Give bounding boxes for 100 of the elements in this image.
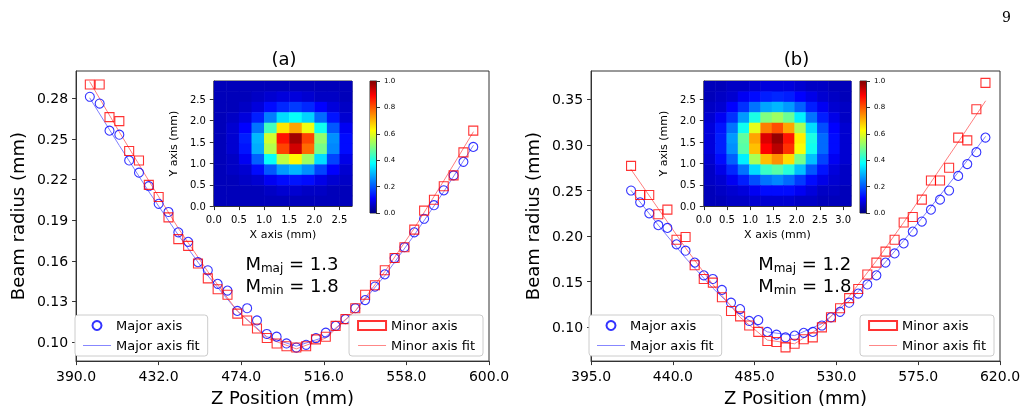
point [379, 269, 390, 280]
y-tick-label: 2.0 [679, 115, 696, 127]
point [735, 311, 746, 322]
y-tick-label: 0.10 [36, 334, 69, 351]
chart-title: (a) [271, 47, 297, 69]
point [789, 338, 800, 349]
point [725, 297, 737, 308]
point [871, 257, 882, 268]
point [114, 129, 125, 140]
x-axis-title: Z Position (mm) [724, 386, 868, 408]
point [771, 336, 782, 347]
y-tick-label: 0.25 [551, 182, 584, 199]
legend-label: Major axis fit [116, 338, 200, 353]
point [212, 278, 223, 289]
point [104, 112, 115, 123]
point [202, 273, 213, 284]
point [889, 234, 900, 245]
point [222, 285, 233, 296]
x-tick-label: 390.0 [56, 368, 97, 385]
point [626, 185, 637, 196]
point [251, 323, 263, 334]
x-axis-title: X axis (mm) [249, 228, 317, 241]
y-tick-label: 0.16 [36, 252, 69, 269]
x-tick-label: 2.0 [306, 213, 323, 225]
x-tick-label: 395.0 [571, 368, 612, 385]
x-tick-label: 2.0 [788, 213, 805, 225]
y-tick-label: 0.35 [551, 91, 584, 108]
point [242, 303, 253, 314]
legend-label: Minor axis [902, 318, 969, 333]
y-tick-label: 0.25 [36, 130, 69, 147]
point [635, 190, 646, 201]
legend-label: Minor axis fit [902, 338, 987, 353]
point [916, 216, 927, 227]
legend-label: Major axis fit [630, 338, 714, 353]
y-tick-label: 2.5 [189, 93, 206, 105]
point [744, 315, 755, 327]
y-tick-label: 0.30 [551, 136, 584, 153]
legend-label: Minor axis fit [391, 338, 476, 353]
y-tick-label: 0.10 [551, 319, 584, 336]
point [662, 204, 673, 215]
x-tick-label: 1.0 [256, 213, 273, 225]
x-tick-label: 1.5 [281, 213, 298, 225]
point [980, 77, 991, 88]
point [844, 293, 855, 304]
point [653, 209, 664, 220]
point [698, 270, 709, 281]
x-axis-title: Z Position (mm) [211, 386, 355, 408]
point [94, 79, 105, 90]
x-tick-label: 516.0 [303, 368, 344, 385]
point [925, 204, 936, 215]
y-axis-title: Y axis (mm) [657, 110, 670, 178]
x-tick-label: 0.5 [230, 213, 247, 225]
point [626, 160, 637, 171]
y-tick-label: 2.5 [679, 93, 696, 105]
x-tick-label: 0.0 [205, 213, 222, 225]
point [798, 327, 809, 338]
y-tick-label: 0.22 [36, 171, 69, 188]
x-tick-label: 485.0 [734, 368, 775, 385]
point [925, 175, 936, 186]
point [789, 330, 800, 341]
point [780, 342, 791, 353]
point [798, 334, 809, 345]
y-tick-label: 0.19 [36, 212, 69, 229]
point [934, 194, 946, 205]
point [944, 185, 955, 196]
point [962, 159, 973, 170]
point [212, 284, 223, 295]
point [744, 320, 755, 331]
x-tick-label: 558.0 [386, 368, 427, 385]
point [242, 315, 253, 326]
y-axis-title: Beam radius (mm) [521, 131, 543, 301]
point [222, 289, 233, 300]
x-tick-label: 0.5 [719, 213, 735, 225]
point [320, 331, 331, 342]
point [771, 329, 782, 340]
point [716, 284, 727, 295]
point [468, 141, 479, 152]
point [862, 269, 873, 280]
chart-title: (b) [783, 47, 810, 69]
point [871, 270, 882, 281]
point [163, 206, 174, 218]
point [133, 167, 145, 178]
x-tick-label: 2.5 [331, 213, 348, 225]
point [853, 288, 864, 299]
x-tick-label: 3.0 [835, 213, 852, 225]
point [124, 155, 135, 166]
point [153, 192, 164, 203]
y-tick-label: 0.28 [36, 90, 69, 107]
point [360, 295, 371, 306]
y-axis-title: Beam radius (mm) [6, 131, 28, 301]
point [261, 333, 272, 344]
point [153, 198, 164, 209]
point [671, 234, 682, 245]
text: 9 [1002, 9, 1012, 25]
point [271, 338, 282, 349]
x-tick-label: 2.5 [811, 213, 828, 225]
point [438, 181, 449, 192]
y-tick-label: 0.0 [679, 200, 696, 212]
point [261, 328, 272, 340]
point [971, 104, 982, 115]
